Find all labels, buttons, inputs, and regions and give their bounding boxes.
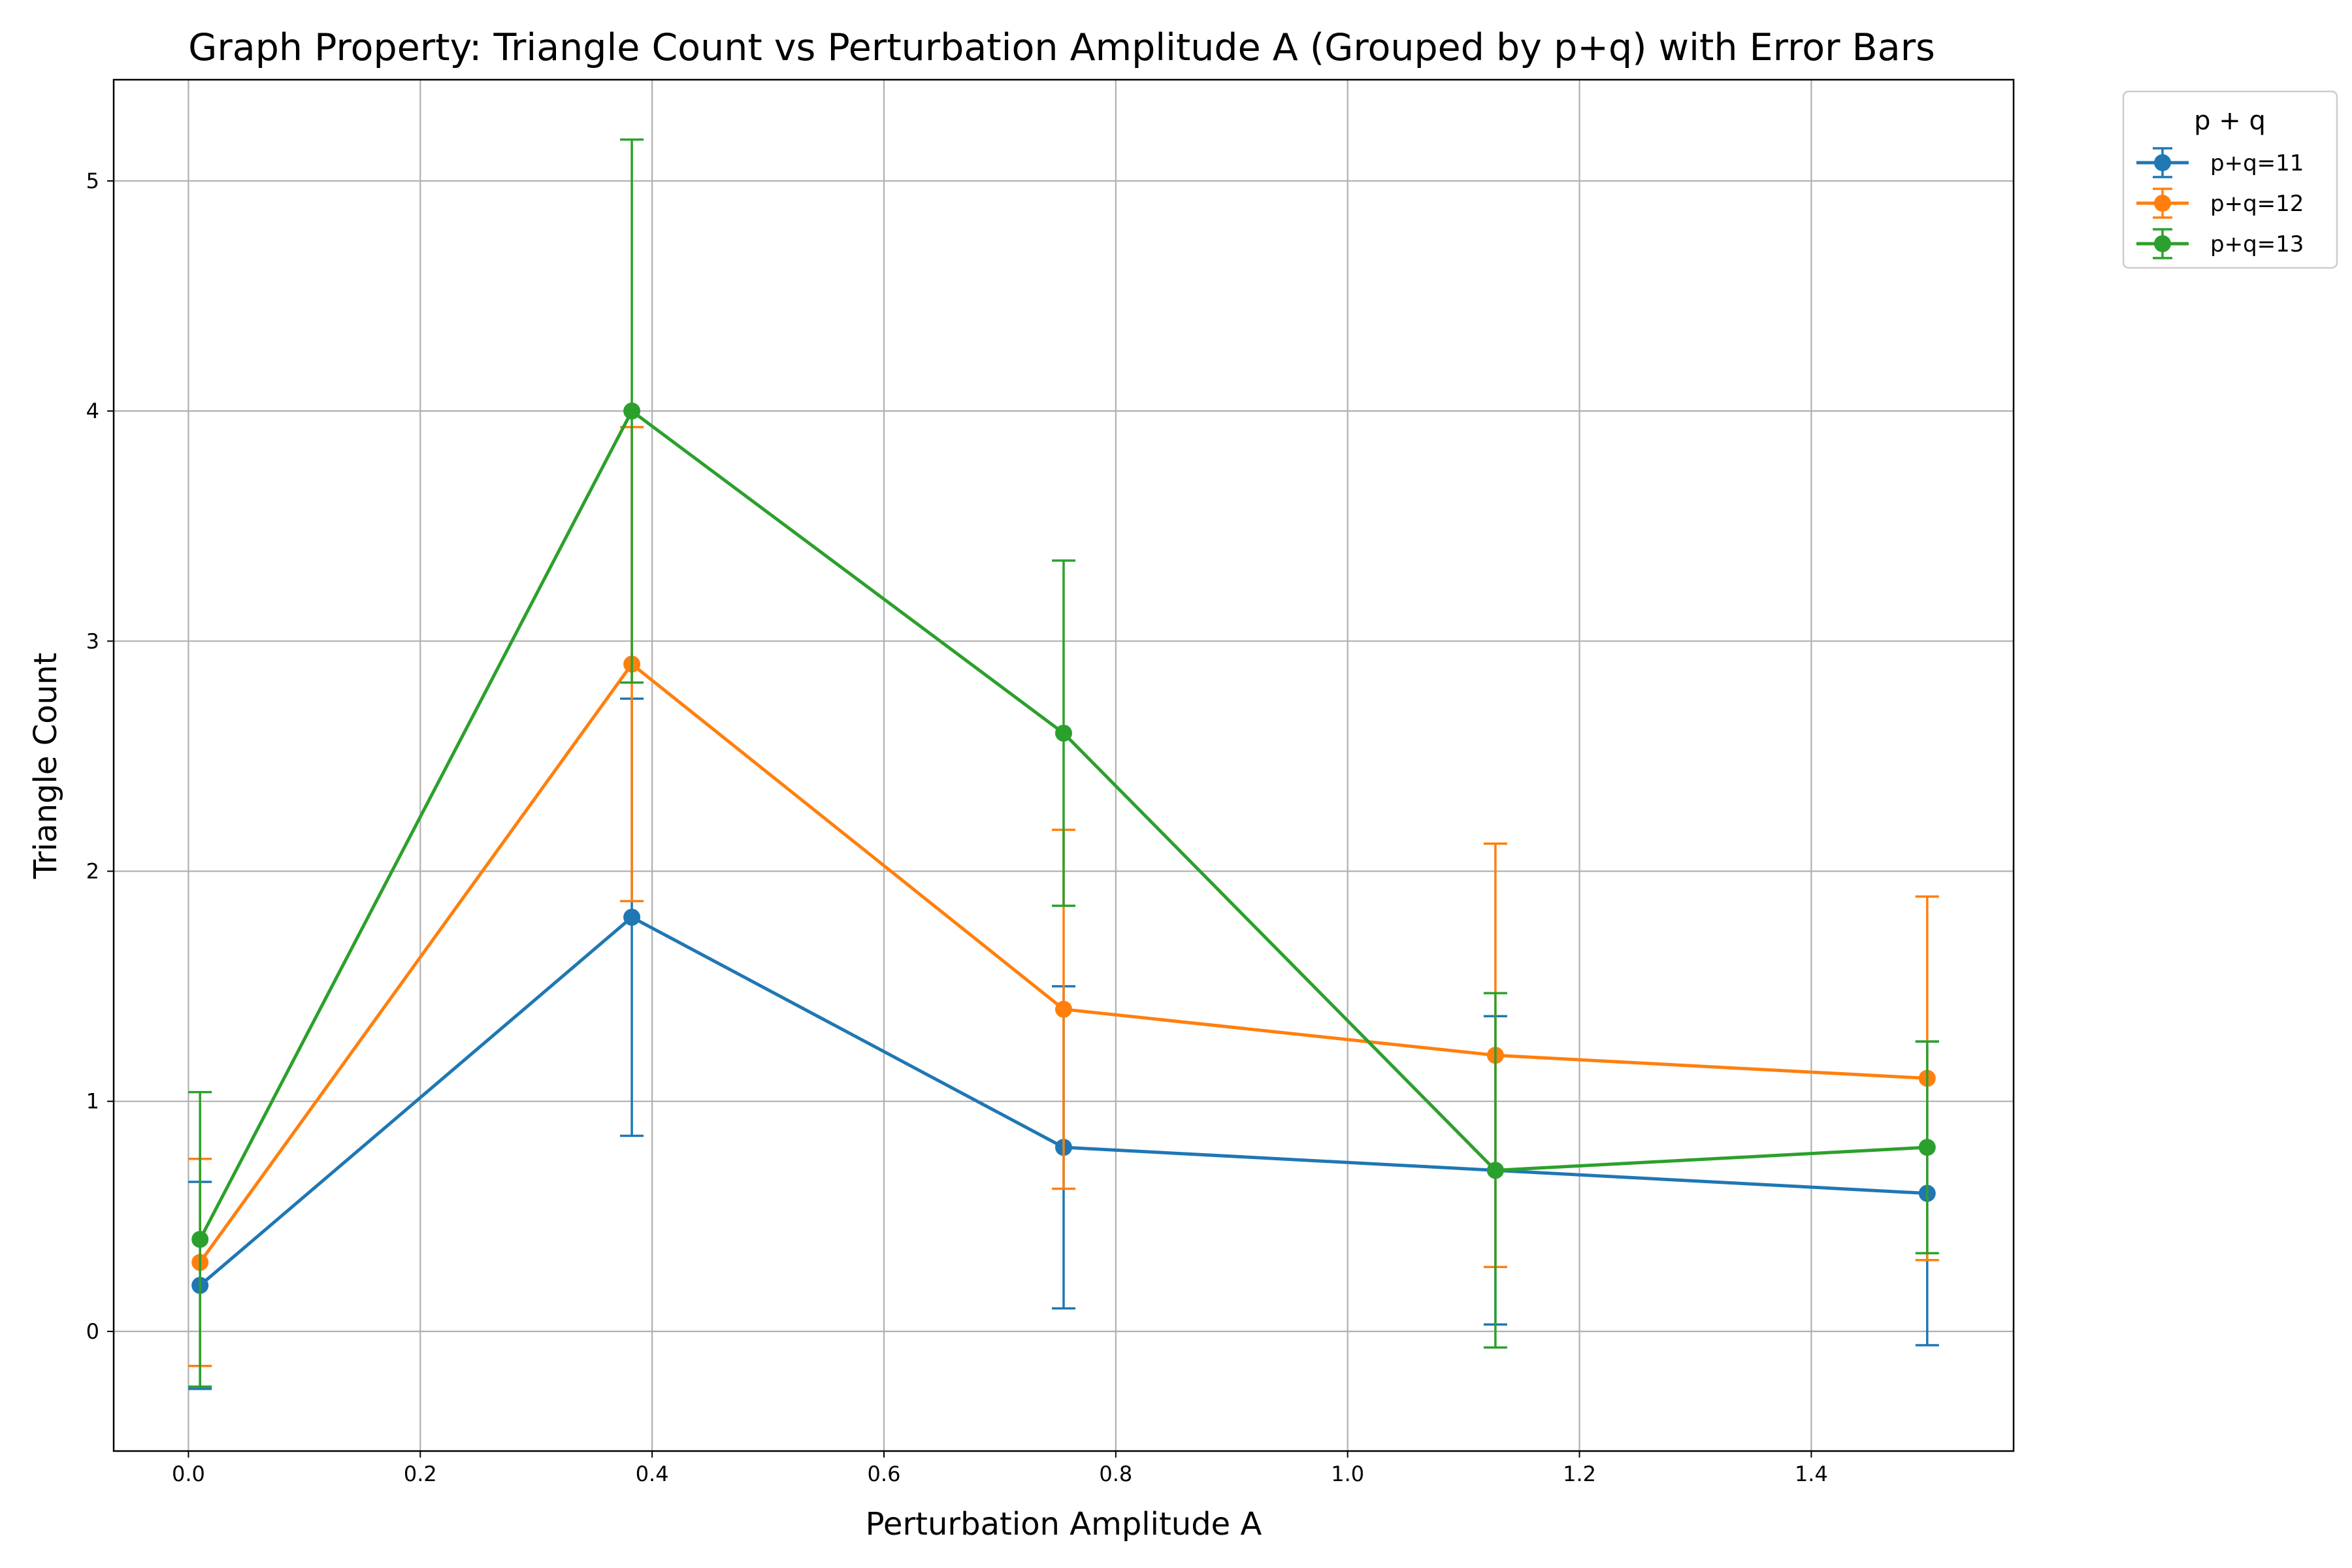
x-tick-label-6: 1.2 bbox=[1563, 1462, 1596, 1486]
grid bbox=[114, 80, 2014, 1451]
y-tick-label-0: 0 bbox=[86, 1319, 99, 1344]
chart-title: Graph Property: Triangle Count vs Pertur… bbox=[188, 26, 1935, 69]
legend-marker-p+q=13 bbox=[2154, 235, 2171, 252]
y-tick-label-3: 3 bbox=[86, 629, 99, 653]
x-tick-label-5: 1.0 bbox=[1331, 1462, 1364, 1486]
x-tick-label-0: 0.0 bbox=[172, 1462, 205, 1486]
x-axis-label: Perturbation Amplitude A bbox=[866, 1506, 1262, 1543]
legend-title: p + q bbox=[2194, 106, 2266, 136]
series-p+q=13 bbox=[188, 138, 1939, 1388]
legend-label-p+q=12: p+q=12 bbox=[2210, 191, 2304, 217]
y-tick-label-2: 2 bbox=[86, 859, 99, 884]
legend-label-p+q=13: p+q=13 bbox=[2210, 231, 2304, 257]
legend-entry-p+q=12: p+q=12 bbox=[2136, 188, 2304, 219]
ticks: 0.0 0.2 0.4 0.6 0.8 1.0 1.2 1.4 0 1 2 3 4 5 bbox=[86, 169, 1828, 1486]
y-tick-label-1: 1 bbox=[86, 1089, 99, 1114]
x-tick-label-3: 0.6 bbox=[868, 1462, 901, 1486]
legend-frame bbox=[2122, 90, 2338, 269]
point-p+q=13-1 bbox=[623, 402, 641, 420]
plot-frame bbox=[112, 78, 2015, 1452]
x-tick-label-1: 0.2 bbox=[404, 1462, 437, 1486]
y-tick-label-5: 5 bbox=[86, 169, 99, 193]
legend[interactable]: p + q p+q=11 p+q=12 p+q=13 bbox=[2122, 90, 2338, 269]
legend-marker-p+q=12 bbox=[2154, 195, 2171, 212]
legend-entry-p+q=11: p+q=11 bbox=[2136, 147, 2304, 178]
x-tick-label-4: 0.8 bbox=[1099, 1462, 1132, 1486]
y-axis-label: Triangle Count bbox=[27, 653, 64, 879]
y-tick-label-4: 4 bbox=[86, 399, 99, 423]
x-tick-label-7: 1.4 bbox=[1795, 1462, 1828, 1486]
legend-entry-p+q=13: p+q=13 bbox=[2136, 228, 2304, 259]
point-p+q=13-3 bbox=[1486, 1162, 1504, 1179]
legend-label-p+q=11: p+q=11 bbox=[2210, 150, 2304, 176]
legend-marker-p+q=11 bbox=[2154, 154, 2171, 171]
point-p+q=13-4 bbox=[1918, 1139, 1936, 1156]
point-p+q=13-2 bbox=[1055, 725, 1072, 742]
point-p+q=12-2 bbox=[1055, 1000, 1072, 1018]
x-tick-label-2: 0.4 bbox=[636, 1462, 669, 1486]
series-layer bbox=[188, 138, 1939, 1390]
point-p+q=11-1 bbox=[623, 908, 641, 926]
point-p+q=13-0 bbox=[191, 1230, 209, 1248]
legend-entries: p+q=11 p+q=12 p+q=13 bbox=[2136, 147, 2304, 259]
